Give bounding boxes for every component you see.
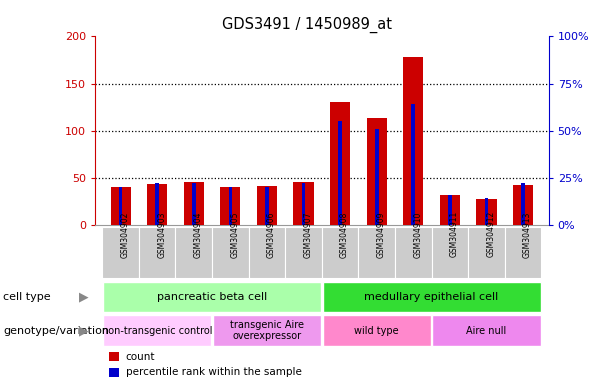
Bar <box>220 187 240 225</box>
Text: GSM304910: GSM304910 <box>413 211 422 258</box>
Text: genotype/variation: genotype/variation <box>3 326 109 336</box>
Bar <box>367 118 387 225</box>
Text: GSM304902: GSM304902 <box>121 211 129 258</box>
Bar <box>468 227 504 278</box>
Bar <box>102 227 139 278</box>
Bar <box>103 281 321 312</box>
Bar <box>485 198 489 225</box>
Text: GSM304907: GSM304907 <box>303 211 313 258</box>
Bar <box>411 104 415 225</box>
Text: ▶: ▶ <box>79 324 89 337</box>
Bar <box>322 227 359 278</box>
Bar <box>338 121 342 225</box>
Bar <box>285 227 322 278</box>
Bar <box>175 227 212 278</box>
Text: percentile rank within the sample: percentile rank within the sample <box>126 367 302 377</box>
Bar <box>432 315 541 346</box>
Text: wild type: wild type <box>354 326 399 336</box>
Bar <box>521 183 525 225</box>
Bar <box>504 227 541 278</box>
Bar <box>109 353 118 361</box>
Bar <box>249 227 285 278</box>
Bar <box>294 182 314 225</box>
Text: GSM304906: GSM304906 <box>267 211 276 258</box>
Text: GSM304903: GSM304903 <box>157 211 166 258</box>
Text: GSM304908: GSM304908 <box>340 211 349 258</box>
Text: count: count <box>126 352 155 362</box>
Text: GSM304904: GSM304904 <box>194 211 203 258</box>
Bar <box>395 227 432 278</box>
Text: ▶: ▶ <box>79 290 89 303</box>
Text: cell type: cell type <box>3 291 51 302</box>
Bar <box>155 183 159 225</box>
Bar <box>440 195 460 225</box>
Text: GSM304913: GSM304913 <box>523 211 532 258</box>
Text: pancreatic beta cell: pancreatic beta cell <box>157 291 267 302</box>
Text: non-transgenic control: non-transgenic control <box>102 326 213 336</box>
Bar <box>513 185 533 225</box>
Bar <box>109 368 118 377</box>
Bar <box>330 103 350 225</box>
Text: Aire null: Aire null <box>466 326 506 336</box>
Bar <box>403 57 424 225</box>
Bar <box>265 187 268 225</box>
Bar <box>257 186 277 225</box>
Bar <box>119 187 123 225</box>
Bar <box>184 182 204 225</box>
Bar <box>359 227 395 278</box>
Bar <box>213 315 321 346</box>
Bar <box>375 129 378 225</box>
Bar <box>476 199 497 225</box>
Text: GDS3491 / 1450989_at: GDS3491 / 1450989_at <box>221 17 392 33</box>
Text: GSM304911: GSM304911 <box>450 211 459 257</box>
Bar <box>322 281 541 312</box>
Bar <box>147 184 167 225</box>
Bar <box>139 227 175 278</box>
Text: medullary epithelial cell: medullary epithelial cell <box>365 291 499 302</box>
Bar <box>432 227 468 278</box>
Bar <box>103 315 211 346</box>
Text: GSM304909: GSM304909 <box>377 211 386 258</box>
Bar <box>448 195 452 225</box>
Text: transgenic Aire
overexpressor: transgenic Aire overexpressor <box>230 320 304 341</box>
Text: GSM304912: GSM304912 <box>487 211 495 257</box>
Bar <box>110 187 131 225</box>
Bar <box>192 183 196 225</box>
Bar <box>212 227 249 278</box>
Bar <box>302 183 305 225</box>
Bar <box>229 187 232 225</box>
Bar <box>322 315 431 346</box>
Text: GSM304905: GSM304905 <box>230 211 239 258</box>
